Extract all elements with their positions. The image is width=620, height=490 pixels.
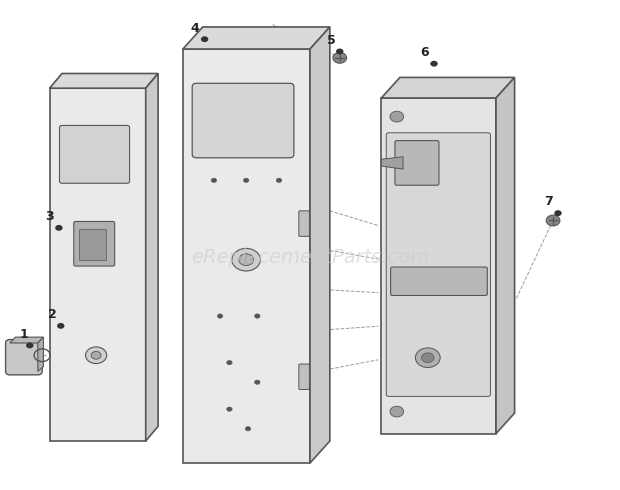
Circle shape bbox=[430, 61, 438, 67]
Polygon shape bbox=[10, 337, 43, 343]
Polygon shape bbox=[50, 88, 146, 441]
Circle shape bbox=[390, 406, 404, 417]
FancyBboxPatch shape bbox=[299, 211, 309, 236]
Text: eReplacementParts.com: eReplacementParts.com bbox=[191, 248, 429, 267]
Polygon shape bbox=[38, 337, 43, 371]
Text: 3: 3 bbox=[45, 210, 54, 223]
Polygon shape bbox=[381, 98, 496, 434]
Circle shape bbox=[201, 36, 208, 42]
Circle shape bbox=[217, 314, 223, 318]
FancyBboxPatch shape bbox=[192, 83, 294, 158]
Circle shape bbox=[57, 323, 64, 329]
Circle shape bbox=[276, 178, 281, 182]
Circle shape bbox=[422, 353, 434, 363]
Polygon shape bbox=[50, 74, 158, 88]
Circle shape bbox=[333, 52, 347, 63]
Circle shape bbox=[415, 348, 440, 368]
Circle shape bbox=[26, 343, 33, 348]
Polygon shape bbox=[310, 27, 330, 463]
Text: 5: 5 bbox=[327, 34, 336, 47]
Circle shape bbox=[336, 49, 343, 54]
Circle shape bbox=[232, 248, 260, 271]
Circle shape bbox=[86, 347, 107, 364]
FancyBboxPatch shape bbox=[299, 364, 309, 390]
FancyBboxPatch shape bbox=[60, 125, 130, 183]
Circle shape bbox=[243, 178, 249, 182]
Circle shape bbox=[245, 426, 250, 431]
Circle shape bbox=[211, 178, 217, 182]
Circle shape bbox=[227, 361, 232, 365]
Polygon shape bbox=[381, 77, 515, 98]
Text: 2: 2 bbox=[48, 308, 57, 321]
Circle shape bbox=[390, 111, 404, 122]
Polygon shape bbox=[146, 74, 158, 441]
Circle shape bbox=[227, 407, 232, 412]
FancyBboxPatch shape bbox=[74, 221, 115, 266]
FancyBboxPatch shape bbox=[6, 340, 42, 375]
FancyBboxPatch shape bbox=[386, 133, 490, 396]
FancyBboxPatch shape bbox=[79, 229, 107, 261]
Text: 7: 7 bbox=[544, 196, 553, 208]
FancyBboxPatch shape bbox=[395, 141, 439, 185]
Circle shape bbox=[239, 254, 254, 266]
Polygon shape bbox=[496, 77, 515, 434]
FancyBboxPatch shape bbox=[391, 267, 487, 295]
Polygon shape bbox=[381, 157, 403, 169]
Polygon shape bbox=[183, 49, 310, 463]
Circle shape bbox=[255, 380, 260, 384]
Circle shape bbox=[255, 314, 260, 318]
Circle shape bbox=[554, 210, 562, 216]
Text: 6: 6 bbox=[420, 46, 429, 59]
Text: 4: 4 bbox=[191, 22, 200, 35]
Circle shape bbox=[91, 351, 101, 359]
Text: 1: 1 bbox=[19, 328, 28, 341]
Circle shape bbox=[55, 225, 63, 231]
Polygon shape bbox=[183, 27, 330, 49]
Circle shape bbox=[546, 215, 560, 226]
